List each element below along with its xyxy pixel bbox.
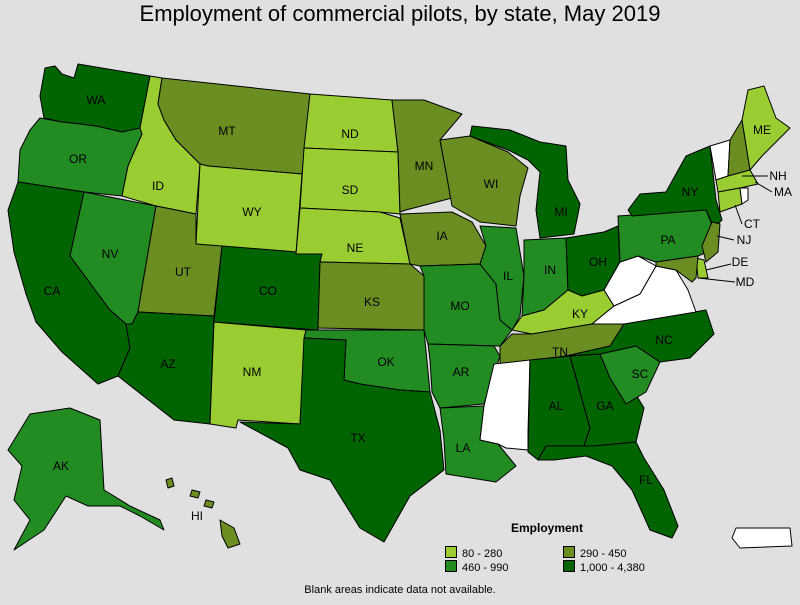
state-pr[interactable]: [731, 527, 793, 549]
state-label-ar: AR: [453, 365, 470, 379]
state-label-hi: HI: [191, 509, 203, 523]
state-label-id: ID: [152, 179, 164, 193]
state-label-oh: OH: [589, 255, 607, 269]
legend-item-bin-1: 80 - 280: [445, 546, 502, 560]
state-ri[interactable]: [739, 187, 749, 205]
state-hi[interactable]: [165, 477, 241, 549]
state-label-ne: NE: [347, 241, 364, 255]
map-title: Employment of commercial pilots, by stat…: [139, 1, 661, 26]
state-label-sd: SD: [342, 183, 359, 197]
legend-swatch-bin-2: [563, 546, 575, 558]
state-label-wy: WY: [242, 205, 261, 219]
leader-ct: [734, 204, 743, 225]
state-label-ks: KS: [364, 295, 380, 309]
state-label-mt: MT: [218, 124, 236, 138]
state-nd[interactable]: [303, 93, 399, 153]
state-label-or: OR: [69, 152, 87, 166]
state-ak[interactable]: [7, 407, 165, 551]
legend-item-bin-4: 1,000 - 4,380: [563, 560, 645, 574]
leader-md: [697, 277, 736, 283]
state-label-al: AL: [549, 399, 564, 413]
state-ny[interactable]: [627, 145, 723, 229]
state-label-de: DE: [732, 255, 749, 269]
state-label-md: MD: [736, 275, 755, 289]
state-il[interactable]: [479, 225, 525, 331]
state-mi[interactable]: [469, 125, 581, 239]
state-label-in: IN: [544, 263, 556, 277]
state-label-az: AZ: [160, 357, 175, 371]
state-label-ak: AK: [53, 459, 69, 473]
state-wi[interactable]: [439, 135, 529, 227]
state-label-ia: IA: [436, 229, 447, 243]
state-label-ut: UT: [175, 265, 192, 279]
state-label-mi: MI: [554, 205, 567, 219]
state-label-co: CO: [259, 284, 277, 298]
state-label-fl: FL: [639, 473, 653, 487]
leader-de: [705, 263, 732, 271]
state-label-me: ME: [753, 123, 771, 137]
state-label-nj: NJ: [737, 233, 752, 247]
state-label-nc: NC: [655, 333, 673, 347]
state-md[interactable]: [655, 255, 699, 283]
legend-swatch-bin-4: [563, 560, 575, 572]
leader-nj: [716, 235, 735, 241]
state-de[interactable]: [695, 257, 709, 279]
state-label-ok: OK: [377, 355, 394, 369]
state-label-tx: TX: [350, 431, 365, 445]
state-label-wa: WA: [87, 93, 106, 107]
legend-label-bin-2: 290 - 450: [580, 548, 627, 560]
footnote: Blank areas indicate data not available.: [304, 584, 496, 596]
leader-ma: [754, 181, 773, 193]
state-label-la: LA: [456, 441, 471, 455]
state-sd[interactable]: [299, 147, 401, 215]
legend: Employment 80 - 280 290 - 450 460 - 990 …: [445, 521, 675, 574]
state-label-nm: NM: [243, 365, 262, 379]
state-label-nv: NV: [102, 247, 119, 261]
state-nj[interactable]: [701, 221, 721, 263]
state-ct[interactable]: [717, 187, 743, 213]
state-label-ga: GA: [596, 399, 613, 413]
state-tx[interactable]: [239, 337, 445, 543]
legend-label-bin-3: 460 - 990: [462, 562, 509, 574]
legend-item-bin-3: 460 - 990: [445, 560, 508, 574]
state-me[interactable]: [741, 85, 791, 171]
legend-label-bin-4: 1,000 - 4,380: [580, 562, 645, 574]
legend-title: Employment: [511, 521, 584, 535]
legend-label-bin-1: 80 - 280: [462, 548, 503, 560]
state-label-mn: MN: [415, 159, 434, 173]
state-label-sc: SC: [632, 367, 649, 381]
state-label-nd: ND: [341, 127, 359, 141]
state-label-pa: PA: [660, 233, 675, 247]
state-label-wi: WI: [484, 177, 499, 191]
legend-swatch-bin-1: [445, 546, 457, 558]
state-label-ct: CT: [744, 217, 761, 231]
state-ar[interactable]: [427, 343, 501, 409]
legend-swatch-bin-3: [445, 560, 457, 572]
state-label-ca: CA: [44, 284, 61, 298]
state-label-ky: KY: [572, 307, 588, 321]
state-label-ny: NY: [682, 185, 699, 199]
state-fl[interactable]: [537, 441, 679, 539]
state-label-il: IL: [503, 269, 513, 283]
legend-item-bin-2: 290 - 450: [563, 546, 626, 560]
state-label-ma: MA: [774, 185, 792, 199]
state-label-nh: NH: [769, 169, 786, 183]
state-label-mo: MO: [450, 299, 469, 313]
state-label-tn: TN: [552, 345, 568, 359]
